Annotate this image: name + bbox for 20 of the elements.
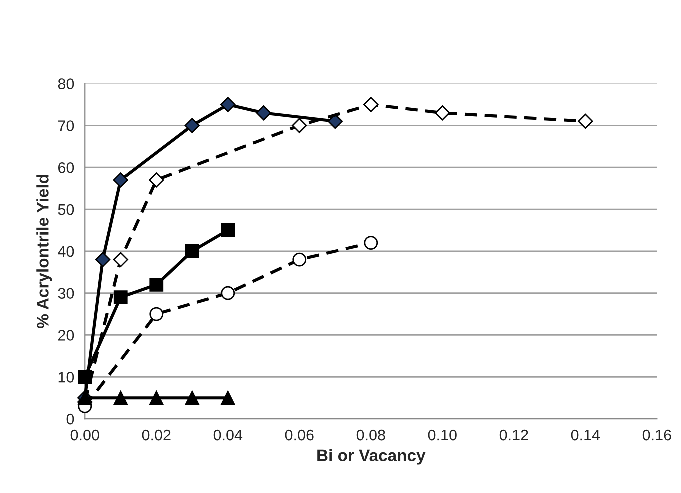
x-tick-label: 0.00 — [70, 430, 100, 441]
y-tick-label: 20 — [58, 330, 74, 341]
y-tick-label: 40 — [58, 246, 74, 258]
y-tick-label: 50 — [58, 204, 74, 216]
x-tick-label: 0.10 — [428, 430, 457, 441]
x-tick-label: 0.08 — [356, 430, 386, 441]
x-tick-label: 0.02 — [142, 430, 171, 441]
x-tick-label: 0.06 — [285, 430, 314, 441]
y-tick-label: 10 — [58, 372, 74, 383]
x-axis-title: Bi or Vacancy — [318, 449, 426, 465]
x-tick-label: 0.12 — [500, 430, 528, 441]
x-tick-label: 0.04 — [214, 430, 243, 441]
y-axis-title: % Acrylontrile Yield — [36, 175, 52, 329]
y-tick-label: 70 — [58, 120, 74, 132]
y-tick-label: 80 — [58, 78, 74, 90]
y-tick-label: 30 — [58, 288, 74, 300]
x-tick-label: 0.16 — [642, 430, 672, 441]
y-tick-label: 0 — [66, 414, 74, 425]
x-tick-label: 0.14 — [571, 430, 600, 441]
y-tick-label: 60 — [58, 162, 74, 174]
